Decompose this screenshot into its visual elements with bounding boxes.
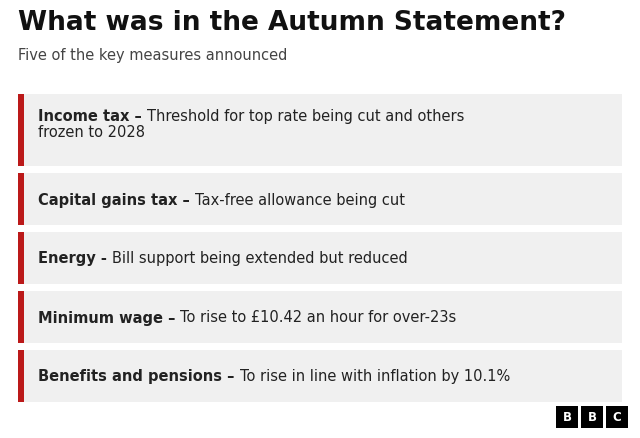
Text: Threshold for top rate being cut and others: Threshold for top rate being cut and oth…: [147, 109, 464, 124]
Text: Benefits and pensions –: Benefits and pensions –: [38, 369, 239, 384]
Text: Tax-free allowance being cut: Tax-free allowance being cut: [195, 192, 405, 207]
Bar: [18, 173, 622, 226]
Text: To rise in line with inflation by 10.1%: To rise in line with inflation by 10.1%: [239, 369, 509, 384]
Bar: [18, 95, 622, 166]
Text: Bill support being extended but reduced: Bill support being extended but reduced: [112, 251, 408, 266]
Bar: [556, 406, 578, 428]
Text: Capital gains tax –: Capital gains tax –: [38, 192, 195, 207]
Bar: [581, 406, 603, 428]
Bar: [18, 95, 24, 166]
Bar: [606, 406, 628, 428]
Bar: [18, 291, 622, 343]
Text: What was in the Autumn Statement?: What was in the Autumn Statement?: [18, 10, 566, 36]
Bar: [18, 291, 24, 343]
Text: B: B: [588, 410, 596, 424]
Bar: [18, 173, 24, 226]
Text: To rise to £10.42 an hour for over-23s: To rise to £10.42 an hour for over-23s: [180, 310, 457, 325]
Text: Minimum wage –: Minimum wage –: [38, 310, 180, 325]
Bar: [18, 350, 24, 402]
Bar: [18, 233, 24, 284]
Bar: [18, 350, 622, 402]
Text: Five of the key measures announced: Five of the key measures announced: [18, 48, 287, 63]
Text: Income tax –: Income tax –: [38, 109, 147, 124]
Text: B: B: [563, 410, 572, 424]
Text: C: C: [612, 410, 621, 424]
Text: frozen to 2028: frozen to 2028: [38, 125, 145, 140]
Bar: [18, 233, 622, 284]
Text: Energy -: Energy -: [38, 251, 112, 266]
